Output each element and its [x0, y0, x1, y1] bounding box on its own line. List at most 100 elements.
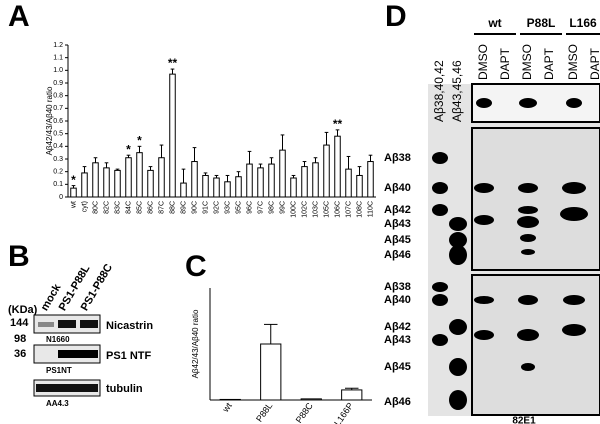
x-tick-label: 95C	[235, 201, 242, 214]
x-tick-label: 83C	[114, 201, 121, 214]
bar	[367, 161, 374, 198]
bar	[246, 163, 253, 198]
bar	[125, 157, 132, 198]
blot-label: Nicastrin	[106, 320, 153, 332]
band	[58, 320, 76, 328]
antibody-label: PS1NT	[46, 366, 72, 375]
x-tick-label: P88C	[294, 400, 315, 424]
gel-box	[471, 274, 600, 416]
y-tick-label: 0.9	[53, 80, 63, 87]
x-tick-label: cyt)	[81, 201, 88, 212]
x-tick-label: 86C	[147, 201, 154, 214]
band-label: Aβ46	[384, 249, 411, 261]
y-tick-label: 0.5	[53, 131, 63, 138]
bar	[180, 182, 187, 198]
y-tick-label: 0.1	[53, 181, 63, 188]
treatment-label: DMSO	[476, 44, 490, 80]
x-tick-label: P88L	[254, 401, 274, 424]
band-label: Aβ40	[384, 294, 411, 306]
band-label: Aβ42	[384, 204, 411, 216]
significance-mark: *	[71, 173, 76, 187]
x-tick-label: 108C	[356, 201, 363, 218]
bar	[169, 73, 176, 198]
bar	[103, 167, 110, 198]
y-tick-label: 0.6	[53, 118, 63, 125]
x-tick-label: wt	[70, 201, 77, 209]
bar	[70, 187, 77, 198]
bar	[290, 177, 297, 198]
bar	[260, 343, 282, 401]
bar	[300, 398, 322, 401]
x-tick-label: 106C	[334, 201, 341, 218]
bar	[323, 144, 330, 198]
x-tick-label: 96C	[246, 201, 253, 214]
band-label: Aβ43	[384, 334, 411, 346]
bar	[235, 176, 242, 198]
panel-label: C	[185, 250, 207, 283]
y-axis-label: Aβ42/43/Aβ40 ratio	[45, 86, 54, 155]
unit-label: (KDa)	[8, 304, 38, 316]
bar	[301, 166, 308, 198]
panel-label: B	[8, 240, 30, 273]
band-label: Aβ38	[384, 281, 411, 293]
y-tick-label: 1.2	[53, 42, 63, 49]
x-tick-label: 89C	[180, 201, 187, 214]
x-tick-label: 91C	[202, 201, 209, 214]
band-label: Aβ45	[384, 234, 411, 246]
x-tick-label: 90C	[191, 201, 198, 214]
bar	[356, 174, 363, 198]
band-label: Aβ40	[384, 182, 411, 194]
bar	[279, 149, 286, 198]
x-tick-label: 93C	[224, 201, 231, 214]
x-tick-label: 92C	[213, 201, 220, 214]
bar	[202, 174, 209, 198]
significance-mark: *	[126, 142, 131, 156]
band	[58, 350, 98, 358]
marker-label: 144	[10, 317, 29, 329]
marker-label: 98	[14, 333, 26, 345]
x-tick-label: 105C	[323, 201, 330, 218]
bar	[158, 157, 165, 198]
panel-label: D	[385, 0, 407, 33]
significance-mark: *	[137, 134, 142, 148]
group-label: wt	[487, 16, 501, 30]
blot-label: tubulin	[106, 383, 143, 395]
bar	[81, 172, 88, 198]
bar	[334, 135, 341, 198]
y-tick-label: 0.8	[53, 93, 63, 100]
bar	[92, 162, 99, 198]
treatment-label: DAPT	[542, 47, 556, 80]
antibody-label: N1660	[46, 335, 70, 344]
x-tick-label: 97C	[257, 201, 264, 214]
bar	[257, 167, 264, 198]
panel-label: A	[8, 0, 30, 33]
x-tick-label: 85C	[136, 201, 143, 214]
x-tick-label: 100C	[290, 201, 297, 218]
treatment-label: DMSO	[520, 44, 534, 80]
x-tick-label: 80C	[92, 201, 99, 214]
x-tick-label: 98C	[268, 201, 275, 214]
x-tick-label: 99C	[279, 201, 286, 214]
marker-label: 36	[14, 348, 26, 360]
band-label: Aβ42	[384, 321, 411, 333]
x-tick-label: 110C	[367, 201, 374, 217]
antibody-label: 82E1	[512, 416, 536, 424]
y-tick-label: 1.0	[53, 67, 63, 74]
bar	[341, 389, 363, 401]
y-tick-label: 0.3	[53, 156, 63, 163]
x-tick-label: 82C	[103, 201, 110, 214]
treatment-label: DAPT	[498, 47, 512, 80]
bar	[114, 169, 121, 198]
standard-label: Aβ43,45,46	[450, 60, 464, 122]
antibody-label: AA4.3	[46, 399, 69, 408]
bar	[268, 163, 275, 198]
band	[36, 384, 98, 392]
standard-label: Aβ38,40,42	[432, 60, 446, 122]
band	[38, 322, 54, 327]
x-tick-label: 107C	[345, 201, 352, 218]
bar	[224, 181, 231, 198]
gel-bands	[432, 98, 588, 410]
bar	[147, 169, 154, 198]
significance-mark: **	[168, 56, 178, 70]
